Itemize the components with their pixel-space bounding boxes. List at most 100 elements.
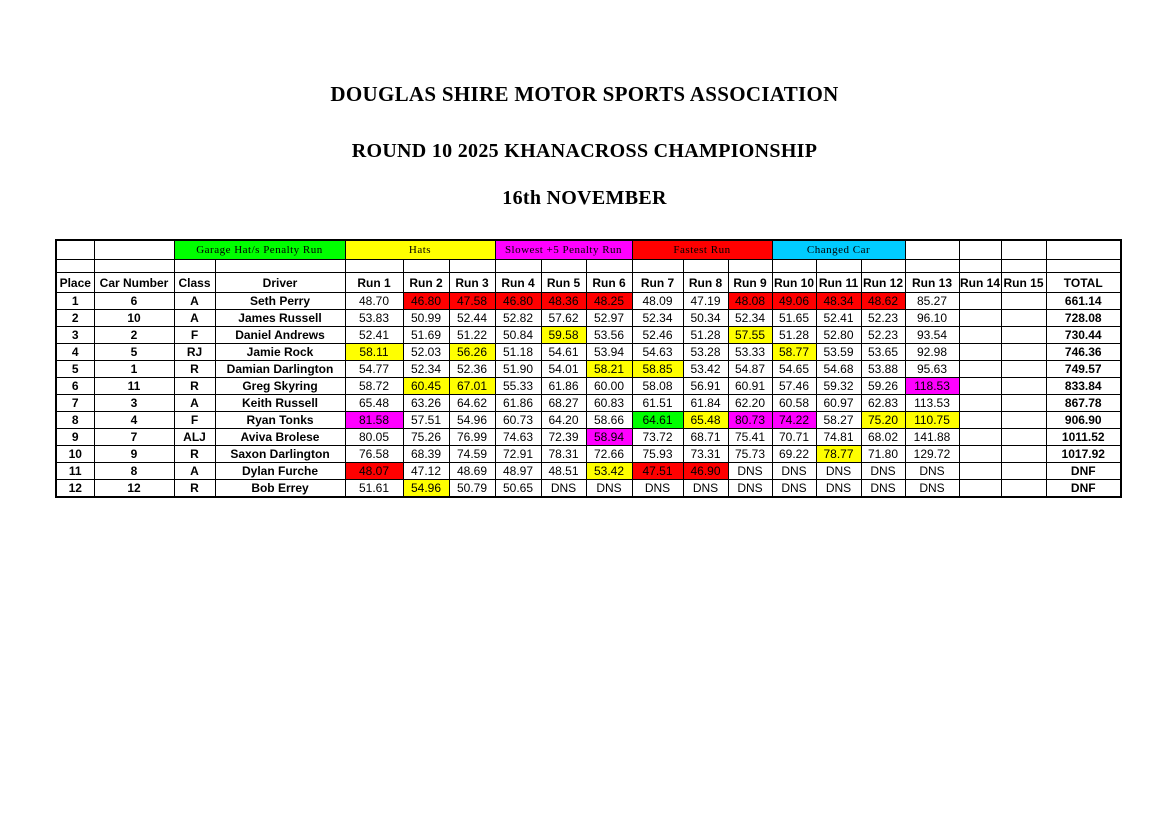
run-6-cell: 52.97 <box>585 309 633 327</box>
run-8-cell: 51.28 <box>682 326 729 344</box>
run-5-cell: 59.58 <box>540 326 587 344</box>
run-13-cell: 110.75 <box>904 411 960 429</box>
driver-cell: Dylan Furche <box>214 462 346 480</box>
total-cell: 746.36 <box>1045 343 1122 361</box>
run-1-cell: 52.41 <box>344 326 404 344</box>
run-10-cell: 58.77 <box>771 343 817 361</box>
run-1-cell: 76.58 <box>344 445 404 463</box>
run-13-cell: 93.54 <box>904 326 960 344</box>
run-4-cell: 74.63 <box>494 428 542 446</box>
run-15-cell <box>1000 479 1047 498</box>
run-2-cell: 63.26 <box>402 394 450 412</box>
col-header-run-13: Run 13 <box>904 272 960 293</box>
legend-garage-hat-s-penalty-run: Garage Hat/s Penalty Run <box>173 239 346 260</box>
col-header-run-8: Run 8 <box>682 272 729 293</box>
car-number-cell: 2 <box>93 326 175 344</box>
run-6-cell: 72.66 <box>585 445 633 463</box>
spacer-cell <box>540 259 587 273</box>
spacer-cell <box>494 259 542 273</box>
event-date: 16th NOVEMBER <box>502 187 667 209</box>
class-cell: A <box>173 394 216 412</box>
run-6-cell: 58.21 <box>585 360 633 378</box>
legend-row: Garage Hat/s Penalty Run Hats Slowest +5 P… <box>55 239 1122 260</box>
run-15-cell <box>1000 343 1047 361</box>
class-cell: F <box>173 411 216 429</box>
class-cell: R <box>173 360 216 378</box>
place-cell: 3 <box>55 326 95 344</box>
car-number-cell: 3 <box>93 394 175 412</box>
col-header-place: Place <box>55 272 95 293</box>
car-number-cell: 9 <box>93 445 175 463</box>
col-header-run-6: Run 6 <box>585 272 633 293</box>
run-15-cell <box>1000 360 1047 378</box>
run-7-cell: 54.63 <box>631 343 684 361</box>
run-3-cell: 54.96 <box>448 411 496 429</box>
run-7-cell: 47.51 <box>631 462 684 480</box>
run-8-cell: 53.28 <box>682 343 729 361</box>
col-header-run-10: Run 10 <box>771 272 817 293</box>
run-5-cell: 68.27 <box>540 394 587 412</box>
run-1-cell: 53.83 <box>344 309 404 327</box>
run-6-cell: 53.42 <box>585 462 633 480</box>
run-5-cell: DNS <box>540 479 587 498</box>
col-header-run-11: Run 11 <box>815 272 862 293</box>
run-7-cell: 52.46 <box>631 326 684 344</box>
spacer-cell <box>55 259 95 273</box>
run-8-cell: 46.90 <box>682 462 729 480</box>
spacer-cell <box>1000 259 1047 273</box>
run-5-cell: 72.39 <box>540 428 587 446</box>
col-header-total: TOTAL <box>1045 272 1122 293</box>
spacer-cell <box>904 259 960 273</box>
spacer-cell <box>448 259 496 273</box>
run-4-cell: 60.73 <box>494 411 542 429</box>
run-6-cell: 53.94 <box>585 343 633 361</box>
run-3-cell: 52.36 <box>448 360 496 378</box>
place-cell: 5 <box>55 360 95 378</box>
run-9-cell: 75.73 <box>727 445 773 463</box>
run-2-cell: 57.51 <box>402 411 450 429</box>
run-4-cell: 50.84 <box>494 326 542 344</box>
place-cell: 2 <box>55 309 95 327</box>
col-header-run-3: Run 3 <box>448 272 496 293</box>
place-cell: 7 <box>55 394 95 412</box>
col-header-car-number: Car Number <box>93 272 175 293</box>
run-7-cell: 64.61 <box>631 411 684 429</box>
spacer-row <box>55 259 1122 273</box>
run-12-cell: DNS <box>860 479 906 498</box>
car-number-cell: 11 <box>93 377 175 395</box>
class-cell: R <box>173 445 216 463</box>
run-13-cell: 95.63 <box>904 360 960 378</box>
run-8-cell: 50.34 <box>682 309 729 327</box>
run-13-cell: DNS <box>904 462 960 480</box>
result-row: 11 8 A Dylan Furche 48.07 47.12 48.69 48.97 48.5… <box>55 462 1122 480</box>
run-3-cell: 50.79 <box>448 479 496 498</box>
driver-cell: Ryan Tonks <box>214 411 346 429</box>
run-6-cell: 60.00 <box>585 377 633 395</box>
car-number-cell: 7 <box>93 428 175 446</box>
legend-empty-cell <box>1000 239 1047 260</box>
run-7-cell: 52.34 <box>631 309 684 327</box>
run-2-cell: 51.69 <box>402 326 450 344</box>
run-2-cell: 68.39 <box>402 445 450 463</box>
class-cell: R <box>173 377 216 395</box>
run-13-cell: 113.53 <box>904 394 960 412</box>
run-14-cell <box>958 360 1002 378</box>
class-cell: F <box>173 326 216 344</box>
run-9-cell: 53.33 <box>727 343 773 361</box>
spacer-cell <box>1045 259 1122 273</box>
class-cell: A <box>173 309 216 327</box>
run-14-cell <box>958 445 1002 463</box>
run-9-cell: 80.73 <box>727 411 773 429</box>
run-5-cell: 48.36 <box>540 292 587 310</box>
run-15-cell <box>1000 445 1047 463</box>
run-2-cell: 52.34 <box>402 360 450 378</box>
run-7-cell: 58.08 <box>631 377 684 395</box>
run-10-cell: 57.46 <box>771 377 817 395</box>
result-row: 8 4 F Ryan Tonks 81.58 57.51 54.96 60.73 64.20 58… <box>55 411 1122 429</box>
run-7-cell: 73.72 <box>631 428 684 446</box>
run-12-cell: 53.88 <box>860 360 906 378</box>
driver-cell: Damian Darlington <box>214 360 346 378</box>
spacer-cell <box>585 259 633 273</box>
run-12-cell: 71.80 <box>860 445 906 463</box>
total-cell: 867.78 <box>1045 394 1122 412</box>
